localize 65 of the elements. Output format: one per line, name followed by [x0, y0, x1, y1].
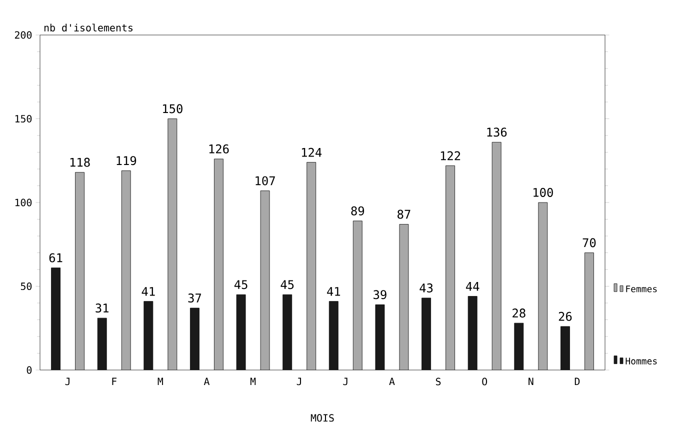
data-label: 41: [327, 287, 340, 296]
data-label: 87: [398, 210, 410, 219]
data-label: 70: [582, 238, 596, 248]
data-label: 61: [49, 253, 62, 262]
legend-label: Femmes: [626, 286, 657, 292]
y-tick-label: 200: [14, 31, 32, 39]
data-label: 28: [512, 308, 526, 318]
data-label: 31: [96, 304, 108, 313]
bar: [328, 301, 338, 370]
data-label: 100: [534, 188, 553, 197]
data-label: 89: [351, 206, 364, 216]
bar: [75, 172, 84, 370]
data-label: 119: [116, 156, 136, 166]
data-label: 44: [466, 282, 480, 291]
bar: [214, 158, 224, 370]
bar: [538, 202, 548, 370]
legend-label: Hommes: [626, 358, 657, 364]
data-label: 136: [487, 128, 507, 137]
bar: [352, 220, 362, 370]
bar: [190, 308, 200, 370]
data-label: 45: [280, 280, 294, 290]
data-label: 122: [440, 151, 460, 160]
x-tick-label: M: [250, 378, 256, 386]
x-tick-label: A: [389, 378, 395, 386]
data-label: 150: [163, 104, 182, 114]
bar: [306, 162, 316, 370]
bar: [492, 142, 502, 370]
bar: [121, 170, 131, 370]
bar: [144, 301, 154, 370]
bar: [514, 322, 524, 370]
bar: [282, 294, 292, 370]
y-tick-label: 0: [26, 366, 32, 374]
x-tick-label: D: [574, 378, 580, 386]
x-tick-label: M: [158, 378, 163, 386]
y-tick-label: 150: [15, 114, 32, 123]
bar: [422, 298, 431, 370]
bar: [584, 252, 594, 370]
data-label: 124: [302, 148, 322, 157]
y-axis-title: nb d'isolements: [44, 24, 132, 32]
data-label: 45: [234, 280, 248, 290]
data-label: 126: [209, 144, 229, 154]
data-label: 107: [256, 176, 275, 186]
data-label: 39: [374, 290, 386, 300]
y-tick-label: 50: [20, 282, 32, 290]
x-axis-title: MOIS: [310, 414, 334, 422]
y-tick-label: 100: [15, 198, 32, 206]
x-tick-label: N: [528, 378, 534, 386]
bar: [468, 296, 478, 370]
data-label: 26: [558, 312, 572, 321]
data-label: 43: [420, 283, 433, 292]
bar: [51, 268, 60, 370]
x-tick-label: J: [296, 378, 302, 386]
bar: [446, 165, 455, 370]
x-tick-label: J: [65, 378, 70, 386]
x-tick-label: F: [112, 378, 117, 386]
bar: [168, 118, 178, 370]
bar: [560, 326, 570, 370]
x-tick-label: O: [482, 378, 488, 386]
data-label: 118: [70, 158, 90, 167]
data-label: 37: [188, 293, 202, 303]
x-tick-label: A: [204, 378, 210, 386]
x-tick-label: J: [343, 378, 348, 386]
data-label: 41: [142, 287, 155, 296]
bar: [97, 318, 107, 370]
x-tick-label: S: [436, 378, 441, 386]
